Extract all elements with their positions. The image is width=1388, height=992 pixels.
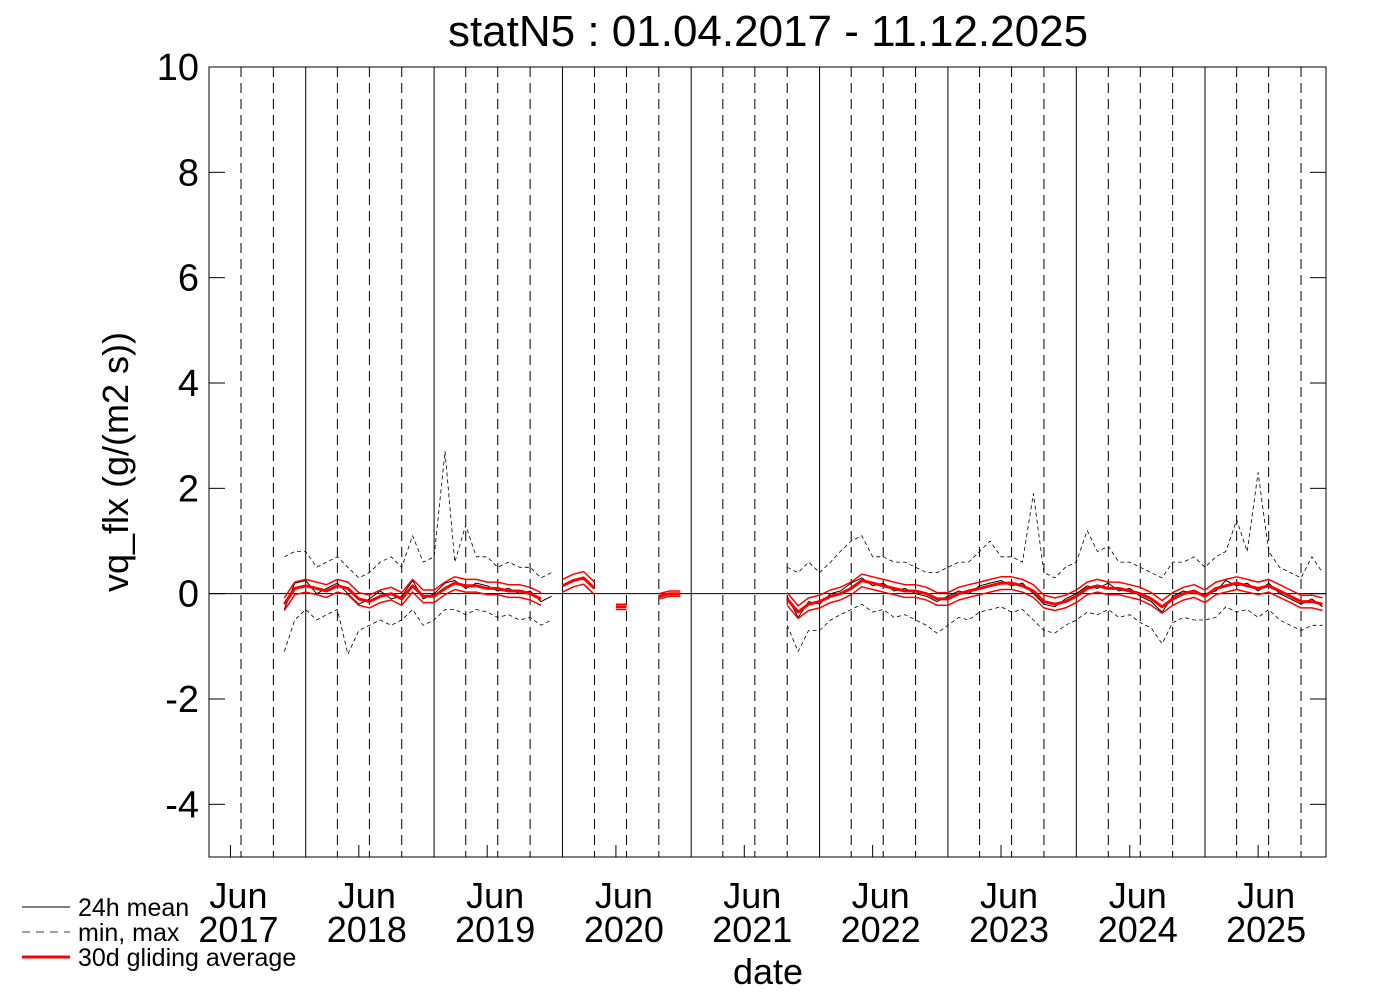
series-line [283,576,1323,614]
x-tick-label: 2020 [584,909,664,950]
x-axis-label: date [733,951,803,992]
y-tick-label: 4 [178,363,199,405]
range-line [283,603,1323,655]
y-tick-label: -4 [165,784,199,826]
legend-label: 24h mean [78,894,189,922]
x-tick-label: Jun [595,875,653,916]
x-tick-label: 2019 [455,909,535,950]
x-tick-label: Jun [980,875,1038,916]
x-tick-label: 2025 [1226,909,1306,950]
x-tick-label: Jun [338,875,396,916]
y-tick-label: 2 [178,468,199,510]
x-tick-label: 2023 [969,909,1049,950]
y-tick-label: -2 [165,679,199,721]
y-tick-label: 10 [157,47,199,89]
x-tick-label: Jun [723,875,781,916]
x-tick-label: 2022 [841,909,921,950]
x-tick-label: Jun [466,875,524,916]
y-axis-label: vq_flx (g/(m2 s)) [95,332,136,592]
legend-label: min, max [78,919,180,947]
x-tick-label: 2017 [198,909,278,950]
y-tick-label: 0 [178,574,199,616]
range-line [284,451,1323,579]
x-tick-label: 2024 [1098,909,1178,950]
band-line [283,570,1323,607]
x-tick-label: Jun [852,875,910,916]
band-line [283,583,1323,620]
x-tick-label: Jun [209,875,267,916]
x-tick-label: Jun [1109,875,1167,916]
x-tick-label: Jun [1237,875,1295,916]
plot-frame [208,66,1327,858]
y-tick-label: 6 [178,258,199,300]
chart-title: statN5 : 01.04.2017 - 11.12.2025 [448,7,1088,56]
x-tick-label: 2021 [712,909,792,950]
y-tick-label: 8 [178,152,199,194]
x-tick-label: 2018 [327,909,407,950]
legend-label: 30d gliding average [78,944,296,972]
